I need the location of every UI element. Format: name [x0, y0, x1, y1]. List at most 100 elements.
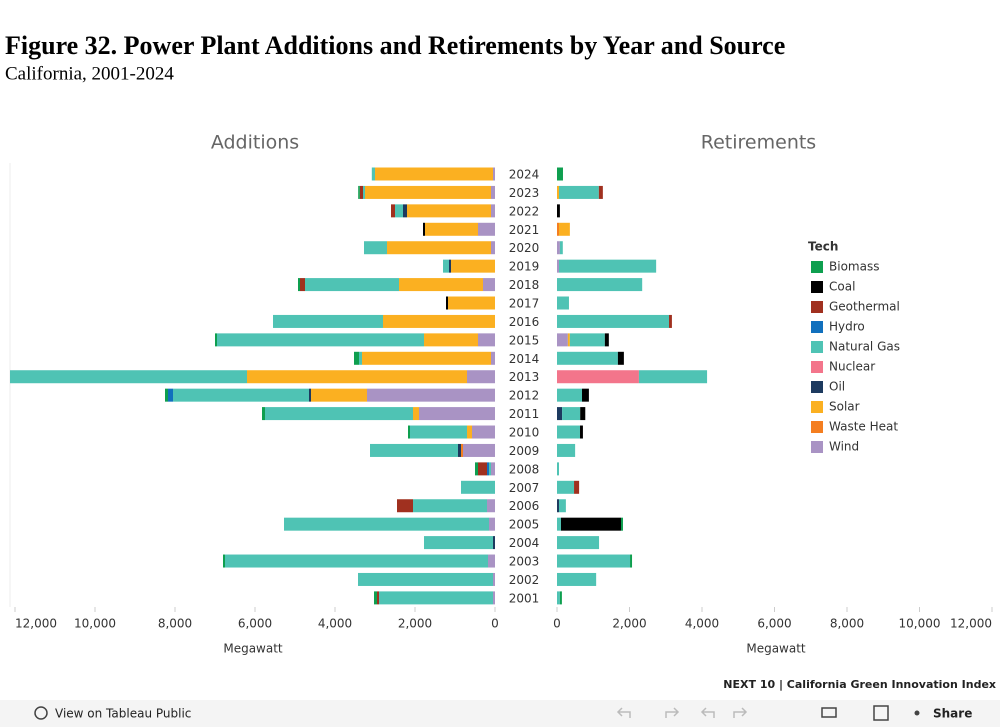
bar-segment	[557, 517, 561, 531]
bar-segment	[557, 185, 559, 199]
share-button[interactable]: Share	[914, 707, 973, 721]
refresh-icon[interactable]	[733, 707, 748, 718]
bar-segment	[424, 536, 493, 550]
bar-segment	[391, 204, 395, 218]
legend-label: Nuclear	[829, 360, 875, 374]
bar-segment	[383, 314, 495, 328]
x-tick-label: 4,000	[685, 617, 719, 631]
year-label: 2013	[509, 370, 540, 384]
bar-segment	[354, 351, 359, 365]
bar-segment	[467, 425, 472, 439]
legend-swatch	[811, 281, 823, 293]
bar-segment	[478, 462, 487, 476]
revert-icon[interactable]	[700, 707, 715, 718]
bar-segment	[425, 222, 478, 236]
bar-segment	[557, 351, 618, 365]
x-tick-label: 10,000	[74, 617, 116, 631]
x-tick-label: 8,000	[830, 617, 864, 631]
bar-segment	[630, 554, 633, 568]
bar-segment	[557, 314, 670, 328]
share-label[interactable]: Share	[933, 707, 972, 721]
x-tick-label: 6,000	[238, 617, 272, 631]
legend-swatch	[811, 361, 823, 373]
bar-segment	[403, 204, 407, 218]
bar-segment	[413, 499, 487, 513]
bar-segment	[487, 462, 489, 476]
year-label: 2016	[509, 315, 540, 329]
bar-segment	[557, 572, 597, 586]
bar-segment	[569, 333, 605, 347]
credit: NEXT 10 | California Green Innovation In…	[723, 678, 996, 691]
fullscreen-icon[interactable]	[873, 705, 889, 721]
bar-segment	[598, 185, 603, 199]
bar-segment	[557, 222, 559, 236]
legend-swatch	[811, 441, 823, 453]
bar-segment	[491, 185, 495, 199]
toolbar-icons	[616, 705, 889, 721]
bar-segment	[165, 388, 168, 402]
bar-segment	[582, 388, 589, 402]
share-icon	[914, 710, 920, 716]
bar-segment	[362, 351, 491, 365]
bar-segment	[567, 333, 570, 347]
year-label: 2009	[509, 444, 540, 458]
bar-segment	[423, 222, 425, 236]
year-label: 2003	[509, 555, 540, 569]
bar-segment	[557, 333, 568, 347]
bar-segment	[374, 591, 377, 605]
bar-segment	[359, 351, 362, 365]
x-tick-label: 0	[553, 617, 561, 631]
year-label: 2019	[509, 260, 540, 274]
bar-segment	[491, 204, 495, 218]
tableau-icon	[34, 706, 48, 720]
year-label: 2012	[509, 389, 540, 403]
bar-segment	[365, 185, 491, 199]
bar-segment	[493, 572, 495, 586]
bar-segment	[223, 554, 225, 568]
legend-swatch	[811, 381, 823, 393]
bar-segment	[493, 591, 495, 605]
bar-segment	[298, 278, 300, 292]
bar-segment	[557, 259, 559, 273]
bar-segment	[311, 388, 367, 402]
view-link[interactable]: View on Tableau Public	[55, 707, 191, 721]
legend-label: Coal	[829, 280, 855, 294]
x-tick-label: 2,000	[612, 617, 646, 631]
bar-segment	[557, 462, 559, 476]
x-tick-label: 6,000	[757, 617, 791, 631]
bar-segment	[475, 462, 478, 476]
undo-icon[interactable]	[616, 707, 631, 718]
year-label: 2015	[509, 333, 540, 347]
year-label: 2004	[509, 536, 540, 550]
bar-segment	[557, 204, 560, 218]
bar-segment	[557, 388, 583, 402]
legend-title: Tech	[808, 240, 838, 254]
legend-swatch	[811, 321, 823, 333]
bar-segment	[562, 407, 581, 421]
bar-segment	[557, 443, 576, 457]
bar-segment	[451, 259, 495, 273]
bar-segment	[558, 259, 657, 273]
panel-title: Additions	[211, 132, 299, 154]
bar-segment	[461, 443, 463, 457]
bar-segment	[359, 185, 363, 199]
bar-segment	[620, 517, 623, 531]
bar-segment	[358, 572, 493, 586]
bar-segment	[560, 517, 621, 531]
legend-label: Natural Gas	[829, 340, 900, 354]
bar-segment	[483, 278, 495, 292]
download-icon[interactable]	[821, 707, 837, 718]
chart-subtitle: California, 2001-2024	[5, 63, 174, 84]
bar-segment	[173, 388, 309, 402]
bar-segment	[168, 388, 173, 402]
redo-icon[interactable]	[665, 707, 680, 718]
x-tick-label: 10,000	[899, 617, 941, 631]
bar-segment	[265, 407, 413, 421]
x-axis-label: Megawatt	[223, 642, 283, 656]
bar-segment	[424, 333, 478, 347]
bar-segment	[580, 425, 583, 439]
bar-segment	[574, 480, 580, 494]
view-on-tableau[interactable]: View on Tableau Public	[34, 706, 191, 721]
year-label: 2010	[509, 426, 540, 440]
legend-swatch	[811, 301, 823, 313]
